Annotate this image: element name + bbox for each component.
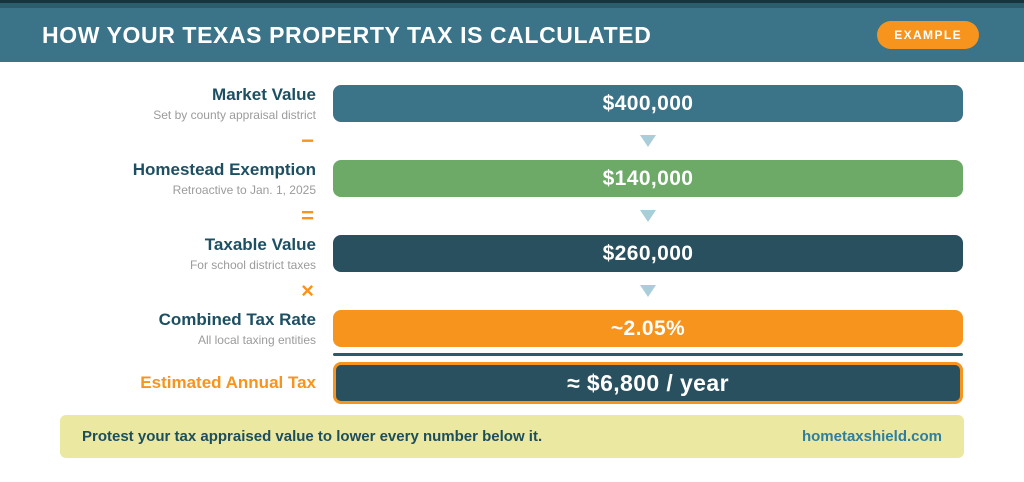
page-title: HOW YOUR TEXAS PROPERTY TAX IS CALCULATE…: [42, 21, 652, 48]
row-sublabel: For school district taxes: [189, 257, 316, 272]
row-labelbox: Estimated Annual Tax: [0, 373, 316, 393]
calc-row-combined-tax-rate: Combined Tax Rate All local taxing entit…: [0, 310, 1024, 347]
minus-operator-icon: −: [301, 128, 314, 153]
value-bar-combined-tax-rate: ~2.05%: [333, 310, 963, 347]
row-sublabel: Set by county appraisal district: [153, 107, 316, 122]
value-bar-taxable-value: $260,000: [333, 235, 963, 272]
row-labelbox: Market Value Set by county appraisal dis…: [0, 85, 316, 122]
row-labelbox: Homestead Exemption Retroactive to Jan. …: [0, 160, 316, 197]
value-bar-market-value: $400,000: [333, 85, 963, 122]
header: HOW YOUR TEXAS PROPERTY TAX IS CALCULATE…: [0, 0, 1024, 62]
bar-value: ~2.05%: [610, 316, 686, 340]
arrow-down-icon: [640, 210, 656, 222]
row-labelbox: Combined Tax Rate All local taxing entit…: [0, 310, 316, 347]
row-sublabel: All local taxing entities: [197, 332, 316, 347]
example-badge: EXAMPLE: [877, 21, 979, 49]
connector-1: −: [0, 122, 1024, 160]
connector-2: =: [0, 197, 1024, 235]
calc-row-market-value: Market Value Set by county appraisal dis…: [0, 85, 1024, 122]
calc-row-taxable-value: Taxable Value For school district taxes …: [0, 235, 1024, 272]
row-sublabel: Retroactive to Jan. 1, 2025: [172, 182, 316, 197]
total-divider-line: [333, 353, 963, 356]
row-label: Market Value: [212, 85, 316, 105]
footer-message: Protest your tax appraised value to lowe…: [82, 428, 543, 445]
footer-site-link[interactable]: hometaxshield.com: [801, 428, 942, 445]
calculation-flow: Market Value Set by county appraisal dis…: [0, 62, 1024, 404]
multiply-operator-icon: ×: [301, 278, 314, 303]
bar-value: ≈ $6,800 / year: [567, 369, 729, 396]
row-label: Taxable Value: [204, 235, 316, 255]
row-label: Combined Tax Rate: [158, 310, 316, 330]
connector-3: ×: [0, 272, 1024, 310]
row-labelbox: Taxable Value For school district taxes: [0, 235, 316, 272]
arrow-down-icon: [640, 285, 656, 297]
value-bar-estimated-annual-tax: ≈ $6,800 / year: [333, 362, 963, 404]
value-bar-homestead-exemption: $140,000: [333, 160, 963, 197]
equals-operator-icon: =: [301, 203, 314, 228]
bar-value: $140,000: [602, 166, 694, 190]
arrow-down-icon: [640, 135, 656, 147]
total-divider-row: [0, 347, 1024, 362]
calc-row-homestead-exemption: Homestead Exemption Retroactive to Jan. …: [0, 160, 1024, 197]
bar-value: $400,000: [602, 91, 694, 115]
calc-row-estimated-annual-tax: Estimated Annual Tax ≈ $6,800 / year: [0, 362, 1024, 404]
row-label: Homestead Exemption: [132, 160, 316, 180]
footer-banner: Protest your tax appraised value to lowe…: [60, 415, 964, 458]
bar-value: $260,000: [602, 241, 694, 265]
row-label: Estimated Annual Tax: [140, 373, 316, 393]
